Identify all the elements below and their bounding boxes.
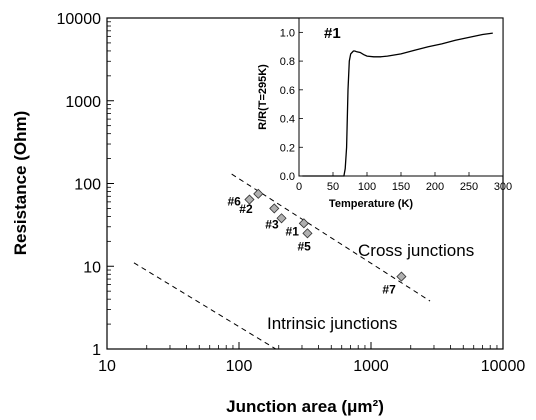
cross-junctions-line	[231, 173, 431, 302]
inset-y-tick-label: 0.2	[280, 142, 295, 154]
intrinsic-junctions-line	[133, 262, 277, 350]
data-point-label: #6	[227, 195, 241, 209]
inset-x-tick-label: 0	[296, 181, 302, 193]
data-point-marker	[269, 203, 280, 214]
data-point-label: #1	[286, 224, 300, 238]
data-point-label: #3	[265, 217, 279, 231]
data-point-marker	[396, 271, 407, 282]
data-point-label: #2	[239, 202, 253, 216]
data-points: #6#2 #3 #1#5 #7	[227, 188, 407, 297]
inset-y-tick-label: 0.6	[280, 85, 295, 97]
inset-x-tick-label: 100	[358, 181, 376, 193]
x-tick-label: 100	[226, 358, 253, 375]
inset-x-tick-label: 50	[327, 181, 339, 193]
y-tick-label: 1	[92, 342, 101, 359]
inset-x-axis-title: Temperature (K)	[329, 198, 413, 210]
y-tick-label: 10	[83, 259, 101, 276]
main-y-axis-title: Resistance (Ohm)	[11, 111, 30, 256]
inset-x-tick-label: 300	[494, 181, 512, 193]
y-tick-label: 1000	[65, 94, 101, 111]
main-x-axis: 10 100 1000 10000	[98, 342, 525, 375]
inset-y-tick-label: 0.8	[280, 56, 295, 68]
data-point-marker	[276, 213, 287, 224]
inset-y-axis-title: R/R(T=295K)	[257, 64, 269, 130]
inset-panel-label: #1	[324, 25, 341, 42]
inset-series-line	[302, 32, 493, 177]
inset-x-axis: 0 50 100 150 200 250 300	[296, 172, 512, 193]
inset-y-tick-label: 1.0	[280, 27, 295, 39]
y-tick-label: 100	[74, 177, 101, 194]
data-point-marker	[298, 218, 309, 229]
x-tick-label: 10	[98, 358, 116, 375]
main-y-axis: 1 10 100 1000 10000	[57, 11, 114, 359]
data-point-label: #7	[382, 283, 396, 297]
data-point-label: #5	[297, 239, 311, 253]
inset-y-tick-label: 0.4	[280, 114, 295, 126]
cross-junctions-label: Cross junctions	[358, 241, 474, 260]
inset-x-tick-label: 150	[392, 181, 410, 193]
reference-lines	[133, 173, 431, 350]
x-tick-label: 1000	[353, 358, 389, 375]
inset-x-tick-label: 200	[426, 181, 444, 193]
data-point-marker	[302, 228, 313, 239]
inset-x-tick-label: 250	[460, 181, 478, 193]
y-tick-label: 10000	[57, 11, 102, 28]
inset-y-axis: 0.0 0.2 0.4 0.6 0.8 1.0	[280, 27, 303, 183]
x-tick-label: 10000	[481, 358, 526, 375]
data-point-marker	[253, 188, 264, 199]
main-x-axis-title: Junction area (μm²)	[226, 397, 384, 416]
inset-background	[299, 18, 503, 176]
data-point-marker	[244, 194, 255, 205]
inset-y-tick-label: 0.0	[280, 171, 295, 183]
intrinsic-junctions-label: Intrinsic junctions	[267, 314, 397, 333]
